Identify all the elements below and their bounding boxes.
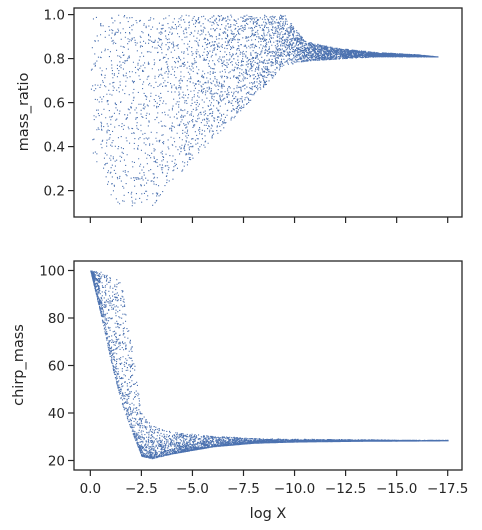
bottom-y-ticks: 20 40 60 80 100 (39, 264, 74, 470)
y-tick-label: 100 (39, 264, 65, 280)
x-axis-label: log X (250, 506, 287, 522)
y-tick-label: 20 (48, 454, 65, 470)
top-y-axis-label: mass_ratio (16, 72, 32, 151)
top-panel: 0.2 0.4 0.6 0.8 1.0 mass_ratio (16, 7, 463, 223)
y-tick-label: 40 (48, 406, 65, 422)
top-axes-frame (73, 7, 463, 218)
mass-ratio-points (90, 14, 439, 207)
x-tick-label: −7.5 (227, 481, 260, 497)
x-tick-label: −5.0 (176, 481, 209, 497)
x-tick-label: −10.0 (274, 481, 315, 497)
y-tick-label: 0.4 (44, 140, 65, 156)
y-tick-label: 0.8 (44, 52, 65, 68)
x-tick-label: −2.5 (125, 481, 158, 497)
y-tick-label: 0.2 (44, 184, 65, 200)
y-tick-label: 60 (48, 359, 65, 375)
x-tick-label: −12.5 (325, 481, 366, 497)
x-tick-label: −15.0 (376, 481, 417, 497)
bottom-x-ticks: 0.0 −2.5 −5.0 −7.5 −10.0 −12.5 −15.0 −17.5 (80, 470, 468, 497)
x-tick-label: 0.0 (80, 481, 101, 497)
x-tick-label: −17.5 (427, 481, 468, 497)
y-tick-label: 80 (48, 311, 65, 327)
chirp-mass-points (90, 270, 449, 460)
bottom-y-axis-label: chirp_mass (11, 324, 27, 406)
top-y-ticks: 0.2 0.4 0.6 0.8 1.0 (44, 8, 74, 200)
scatter-points (90, 14, 439, 207)
scatter-points (90, 270, 449, 460)
y-tick-label: 1.0 (44, 8, 65, 24)
bottom-panel: 0.0 −2.5 −5.0 −7.5 −10.0 −12.5 −15.0 −17.5 20 40… (11, 260, 468, 522)
y-tick-label: 0.6 (44, 96, 65, 112)
top-x-ticks (89, 217, 449, 223)
